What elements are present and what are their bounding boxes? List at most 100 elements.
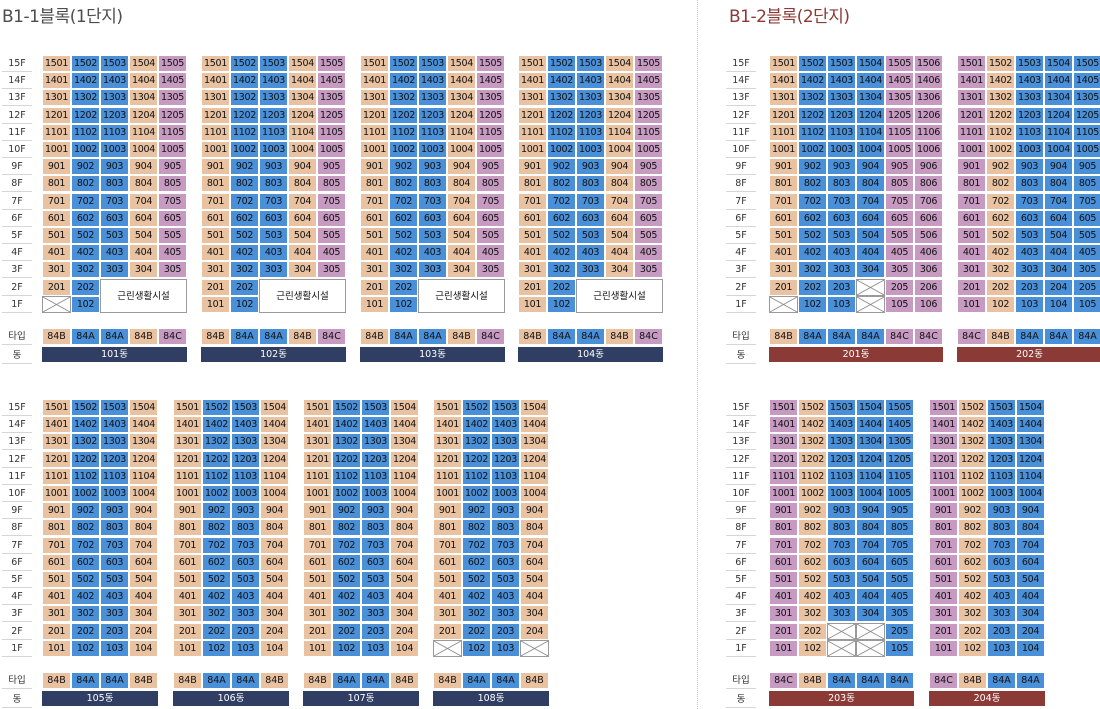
unit-cell[interactable]: 703 [827, 536, 856, 554]
unit-cell[interactable]: 303 [827, 605, 856, 623]
unit-cell[interactable]: 1105 [1073, 123, 1100, 141]
unit-cell[interactable]: 1302 [986, 89, 1015, 107]
unit-cell[interactable]: 804 [1016, 519, 1045, 537]
unit-cell[interactable]: 1402 [958, 416, 987, 434]
unit-cell[interactable]: 1502 [202, 399, 231, 416]
unit-cell[interactable]: 401 [42, 588, 71, 606]
unit-cell[interactable]: 605 [476, 209, 505, 227]
unit-cell[interactable]: 702 [547, 192, 576, 210]
unit-cell[interactable]: 702 [389, 192, 418, 210]
unit-cell[interactable]: 1304 [856, 89, 885, 107]
unit-cell[interactable]: 903 [827, 158, 856, 176]
unit-cell[interactable]: 302 [986, 261, 1015, 279]
unit-cell[interactable]: 1404 [288, 72, 317, 90]
unit-cell[interactable]: 1404 [390, 416, 419, 434]
unit-cell[interactable]: 901 [42, 502, 71, 520]
unit-cell[interactable]: 1203 [100, 450, 129, 468]
unit-cell[interactable]: 502 [798, 571, 827, 588]
unit-cell[interactable]: 704 [288, 192, 317, 210]
unit-cell[interactable]: 401 [769, 244, 798, 262]
unit-cell[interactable]: 1405 [1073, 72, 1100, 90]
unit-cell[interactable]: 1101 [518, 123, 547, 141]
unit-cell[interactable]: 1401 [360, 72, 389, 90]
unit-cell[interactable]: 1403 [827, 416, 856, 434]
unit-cell[interactable]: 1205 [634, 106, 663, 124]
unit-cell[interactable]: 1101 [360, 123, 389, 141]
unit-cell[interactable]: 203 [987, 622, 1016, 640]
unit-cell[interactable]: 1204 [447, 106, 476, 124]
unit-cell[interactable]: 401 [433, 588, 462, 606]
unit-cell[interactable]: 803 [576, 175, 605, 193]
unit-cell[interactable]: 203 [1015, 278, 1044, 296]
unit-cell[interactable]: 703 [259, 192, 288, 210]
unit-cell[interactable]: 502 [71, 227, 100, 244]
unit-cell[interactable]: 1202 [389, 106, 418, 124]
unit-cell[interactable]: 601 [303, 553, 332, 571]
unit-cell[interactable]: 805 [476, 175, 505, 193]
unit-cell[interactable]: 1003 [418, 141, 447, 158]
unit-cell[interactable]: 602 [389, 209, 418, 227]
unit-cell[interactable]: 504 [1016, 571, 1045, 588]
unit-cell[interactable]: 602 [71, 209, 100, 227]
unit-cell[interactable]: 1101 [769, 123, 798, 141]
unit-cell[interactable]: 1103 [361, 467, 390, 485]
unit-cell[interactable]: 705 [1073, 192, 1100, 210]
unit-cell[interactable]: 1102 [547, 123, 576, 141]
unit-cell[interactable]: 1403 [100, 72, 129, 90]
unit-cell[interactable]: 704 [447, 192, 476, 210]
unit-cell[interactable]: 305 [158, 261, 187, 279]
unit-cell[interactable]: 101 [201, 295, 230, 313]
unit-cell[interactable]: 602 [202, 553, 231, 571]
unit-cell[interactable]: 702 [71, 192, 100, 210]
unit-cell[interactable]: 405 [1073, 244, 1100, 262]
unit-cell[interactable]: 304 [447, 261, 476, 279]
unit-cell[interactable]: 1502 [798, 399, 827, 416]
unit-cell[interactable]: 902 [986, 158, 1015, 176]
unit-cell[interactable]: 204 [1044, 278, 1073, 296]
unit-cell[interactable]: 1504 [520, 399, 549, 416]
unit-cell[interactable]: 104 [1016, 639, 1045, 657]
unit-cell[interactable]: 601 [201, 209, 230, 227]
unit-cell[interactable]: 203 [231, 622, 260, 640]
unit-cell[interactable]: 703 [491, 536, 520, 554]
unit-cell[interactable]: 705 [476, 192, 505, 210]
unit-cell[interactable]: 902 [332, 502, 361, 520]
unit-cell[interactable]: 701 [42, 536, 71, 554]
unit-cell[interactable]: 1302 [798, 89, 827, 107]
unit-cell[interactable]: 403 [987, 588, 1016, 606]
unit-cell[interactable]: 705 [317, 192, 346, 210]
unit-cell[interactable]: 1204 [288, 106, 317, 124]
unit-cell[interactable]: 1205 [885, 450, 914, 468]
unit-cell[interactable]: 1401 [929, 416, 958, 434]
unit-cell[interactable]: 1306 [914, 89, 943, 107]
unit-cell[interactable]: 503 [231, 571, 260, 588]
unit-cell[interactable]: 301 [929, 605, 958, 623]
unit-cell[interactable]: 301 [769, 261, 798, 279]
unit-cell[interactable]: 1201 [173, 450, 202, 468]
unit-cell[interactable]: 404 [260, 588, 289, 606]
unit-cell[interactable]: 1402 [71, 416, 100, 434]
unit-cell[interactable]: 303 [987, 605, 1016, 623]
unit-cell[interactable]: 501 [42, 227, 71, 244]
unit-cell[interactable]: 1504 [605, 55, 634, 72]
unit-cell[interactable]: 1304 [390, 433, 419, 451]
unit-cell[interactable]: 1102 [462, 467, 491, 485]
unit-cell[interactable]: 801 [929, 519, 958, 537]
unit-cell[interactable]: 703 [231, 536, 260, 554]
unit-cell[interactable]: 1301 [957, 89, 986, 107]
unit-cell[interactable]: 102 [547, 295, 576, 313]
unit-cell[interactable]: 704 [520, 536, 549, 554]
unit-cell[interactable]: 1001 [929, 485, 958, 502]
unit-cell[interactable]: 1202 [71, 450, 100, 468]
unit-cell[interactable]: 803 [418, 175, 447, 193]
unit-cell[interactable]: 1103 [259, 123, 288, 141]
unit-cell[interactable]: 601 [173, 553, 202, 571]
unit-cell[interactable]: 801 [433, 519, 462, 537]
unit-cell[interactable]: 105 [885, 639, 914, 657]
unit-cell[interactable]: 601 [42, 553, 71, 571]
unit-cell[interactable]: 304 [605, 261, 634, 279]
unit-cell[interactable]: 302 [462, 605, 491, 623]
unit-cell[interactable]: 204 [129, 622, 158, 640]
unit-cell[interactable]: 1204 [390, 450, 419, 468]
unit-cell[interactable]: 1005 [1073, 141, 1100, 158]
